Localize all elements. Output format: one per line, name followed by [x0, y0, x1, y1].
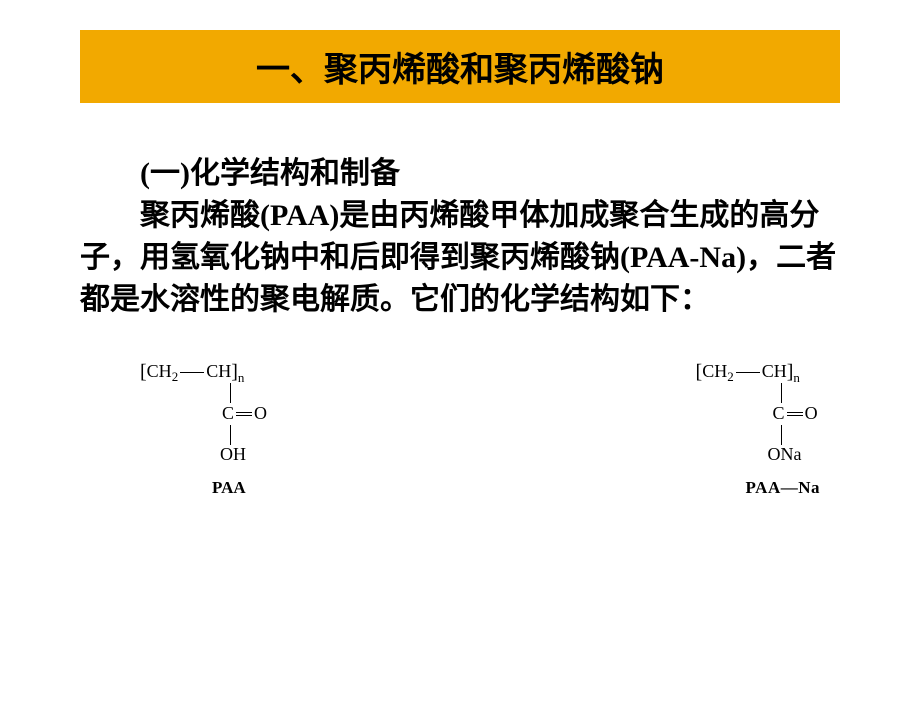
- bracket-right: ]: [231, 361, 238, 383]
- carbonyl-c: C: [773, 404, 785, 424]
- chemical-structures-row: [ CH2 CH ] n C O OH PAA [ CH2 CH ] n C: [140, 361, 820, 498]
- backbone-line: [ CH2 CH ] n: [696, 361, 800, 383]
- pendant-group: ONa: [768, 445, 802, 467]
- structure-label: PAA: [212, 479, 246, 498]
- carbonyl-c: C: [222, 404, 234, 424]
- carbonyl-line: C O: [773, 403, 818, 425]
- body-content: (一)化学结构和制备 聚丙烯酸(PAA)是由丙烯酸甲体加成聚合生成的高分子，用氢…: [80, 153, 840, 321]
- ch-group: CH: [762, 362, 787, 382]
- bracket-left: [: [140, 361, 147, 383]
- carbonyl-o: O: [254, 404, 267, 424]
- title-banner: 一、聚丙烯酸和聚丙烯酸钠: [80, 30, 840, 103]
- title-text: 一、聚丙烯酸和聚丙烯酸钠: [256, 51, 664, 89]
- subscript-n: n: [238, 371, 245, 385]
- pendant-group: OH: [220, 445, 246, 467]
- structure-paa-na: [ CH2 CH ] n C O ONa PAA—Na: [696, 361, 820, 498]
- bond-icon: [736, 372, 760, 373]
- vertical-bond-icon: [781, 383, 782, 403]
- ch-group: CH: [206, 362, 231, 382]
- backbone-line: [ CH2 CH ] n: [140, 361, 244, 383]
- subtitle: (一)化学结构和制备: [80, 153, 840, 195]
- vertical-bond-icon: [230, 425, 231, 445]
- vertical-bond-icon: [230, 383, 231, 403]
- bracket-right: ]: [787, 361, 794, 383]
- double-bond-icon: [787, 412, 803, 416]
- structure-paa: [ CH2 CH ] n C O OH PAA: [140, 361, 267, 498]
- structure-label: PAA—Na: [746, 479, 820, 498]
- bond-icon: [180, 372, 204, 373]
- carbonyl-o: O: [805, 404, 818, 424]
- carbonyl-line: C O: [222, 403, 267, 425]
- double-bond-icon: [236, 412, 252, 416]
- ch2-group: CH2: [147, 362, 179, 382]
- vertical-bond-icon: [781, 425, 782, 445]
- subscript-n: n: [793, 371, 800, 385]
- paragraph: 聚丙烯酸(PAA)是由丙烯酸甲体加成聚合生成的高分子，用氢氧化钠中和后即得到聚丙…: [80, 195, 840, 321]
- bracket-left: [: [696, 361, 703, 383]
- ch2-group: CH2: [702, 362, 734, 382]
